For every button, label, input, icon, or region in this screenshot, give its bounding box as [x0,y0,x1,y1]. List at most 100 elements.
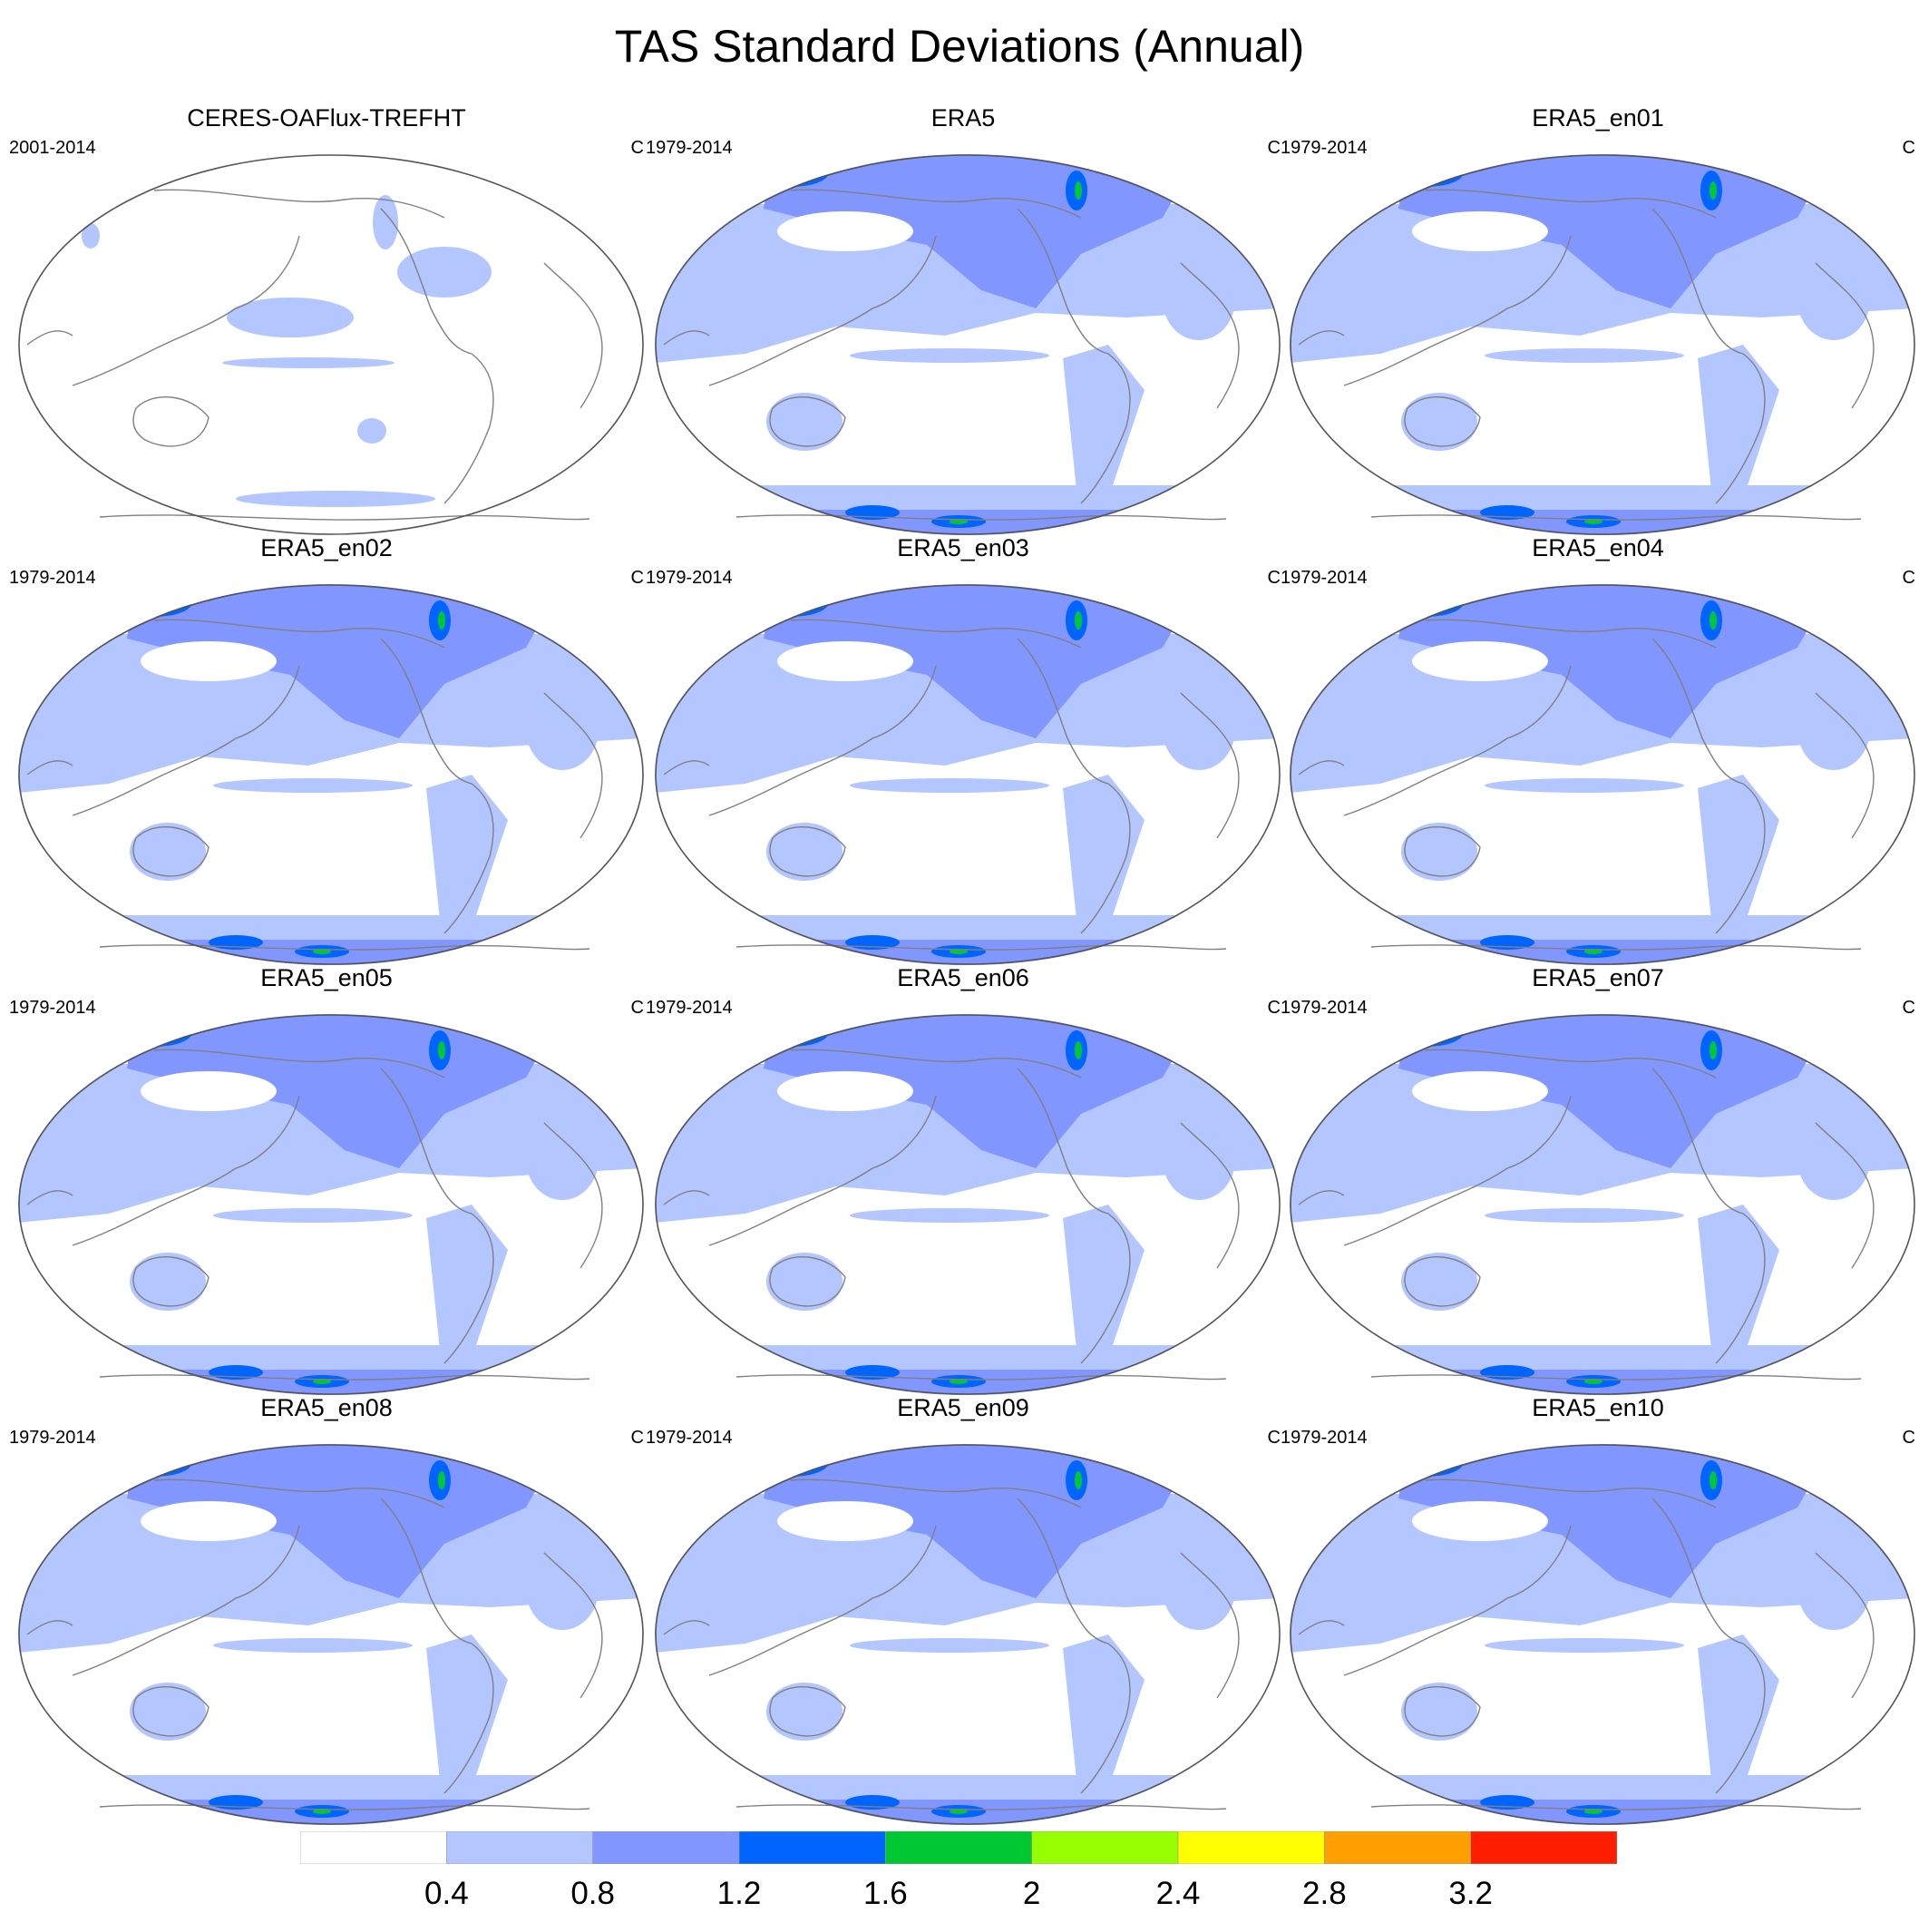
contour-canada-peak [438,1041,445,1059]
panel-title: ERA5_en07 [1532,964,1664,991]
contour-equatorial-pacific [1485,778,1684,793]
colorbar-tick-label: 0.8 [570,1876,615,1911]
map-panel: ERA5_en04 1979-2014 C [1281,534,1915,965]
contour-south-america [1063,1634,1145,1789]
panel-title: ERA5 [930,104,996,132]
coast-arctic [153,619,445,649]
world-map [1290,154,1915,535]
coast-arctic [1425,1049,1717,1078]
contour-south-pacific [357,418,386,444]
panel-period: 1979-2014 [646,998,733,1018]
coast-arctic [1425,1478,1717,1508]
world-map [1290,1014,1915,1395]
contour-fills [82,195,492,507]
world-map [655,154,1281,535]
coast-antarctica [99,944,590,951]
contour-equatorial-pacific [213,1638,413,1653]
panel-units: C [1267,998,1281,1018]
panel-units: C [1902,138,1915,158]
coast-africa [1815,262,1875,409]
contour-south-america [1063,345,1145,499]
coast-asia [708,1525,937,1676]
map-panel: ERA5_en08 1979-2014 C [9,1394,644,1825]
coast-americas [1651,638,1766,934]
coast-west-edge [26,1620,73,1635]
contour-pacific-gap [1412,641,1548,681]
coast-west-edge [1298,1620,1345,1635]
coast-americas [380,208,494,504]
contour-siberia-high [116,588,192,617]
coast-africa [1815,1552,1875,1699]
coast-antarctica [1370,1374,1862,1381]
contour-south-america [1063,1205,1145,1359]
contour-canada-peak [1075,611,1082,629]
colorbar-tick-label: 0.4 [424,1876,469,1911]
world-map [655,584,1281,965]
contour-south-america [1698,775,1779,929]
contour-pacific-gap [1412,211,1548,251]
map-panel: ERA5_en06 1979-2014 C [646,964,1281,1395]
contour-africa [1163,1118,1235,1200]
coast-west-edge [663,330,710,346]
panel-period: 1979-2014 [646,1428,733,1448]
coast-australia [132,826,209,877]
contour-africa [1163,688,1235,770]
map-outline [655,1444,1281,1825]
map-background [18,154,644,535]
contour-north-pacific [227,298,354,337]
panel-units: C [1902,998,1915,1018]
coastlines [1298,189,1875,521]
coast-americas [380,1498,494,1794]
contour-australia [766,1683,843,1741]
contour-south-america [1698,1634,1779,1789]
coast-americas [1017,208,1131,504]
colorbar-swatch [1031,1831,1179,1864]
coast-arctic [153,189,445,219]
contour-australia [1401,823,1477,881]
coast-west-edge [1298,760,1345,776]
colorbar-swatch [885,1831,1032,1864]
coast-asia [72,1525,300,1676]
coast-asia [1343,1095,1572,1246]
coastlines [26,189,603,521]
panel-units: C [630,138,644,158]
map-outline [18,154,644,535]
coast-arctic [1425,619,1717,649]
panel-title: CERES-OAFlux-TREFHT [187,104,466,132]
panel-title: ERA5_en08 [260,1394,393,1421]
panel-period: 1979-2014 [646,138,733,158]
panel-title: ERA5_en01 [1532,104,1664,132]
contour-pacific-gap [777,1071,913,1111]
coast-australia [769,1686,846,1737]
contour-africa [526,1118,599,1200]
panel-units: C [630,998,644,1018]
contour-equatorial-pacific [850,348,1049,363]
map-panel: ERA5_en01 1979-2014 C [1281,104,1915,535]
contour-africa [1797,688,1870,770]
map-outline [18,1444,644,1825]
panel-period: 1979-2014 [1281,568,1368,588]
coast-west-edge [26,760,73,776]
world-map [655,1014,1281,1395]
contour-equatorial-pacific [1485,348,1684,363]
contour-equatorial-pacific [222,357,395,368]
coast-antarctica [1370,944,1862,951]
coast-arctic [153,1478,445,1508]
contour-equatorial-pacific [213,778,413,793]
panel-title: ERA5_en09 [897,1394,1029,1421]
colorbar-tick-label: 3.2 [1448,1876,1493,1911]
coast-arctic [790,619,1082,649]
coast-asia [72,1095,300,1246]
colorbar-tick-label: 1.6 [863,1876,908,1911]
map-panel: ERA5 1979-2014 C [646,104,1281,535]
coast-asia [1343,1525,1572,1676]
coastlines [1298,619,1875,951]
contour-siberia-high [1388,1448,1464,1477]
contour-africa [526,688,599,770]
contour-australia [766,393,843,451]
coast-asia [708,235,937,386]
coast-australia [769,1256,846,1307]
contour-africa [1797,1548,1870,1630]
map-outline [18,584,644,965]
contour-canada-peak [1710,611,1717,629]
